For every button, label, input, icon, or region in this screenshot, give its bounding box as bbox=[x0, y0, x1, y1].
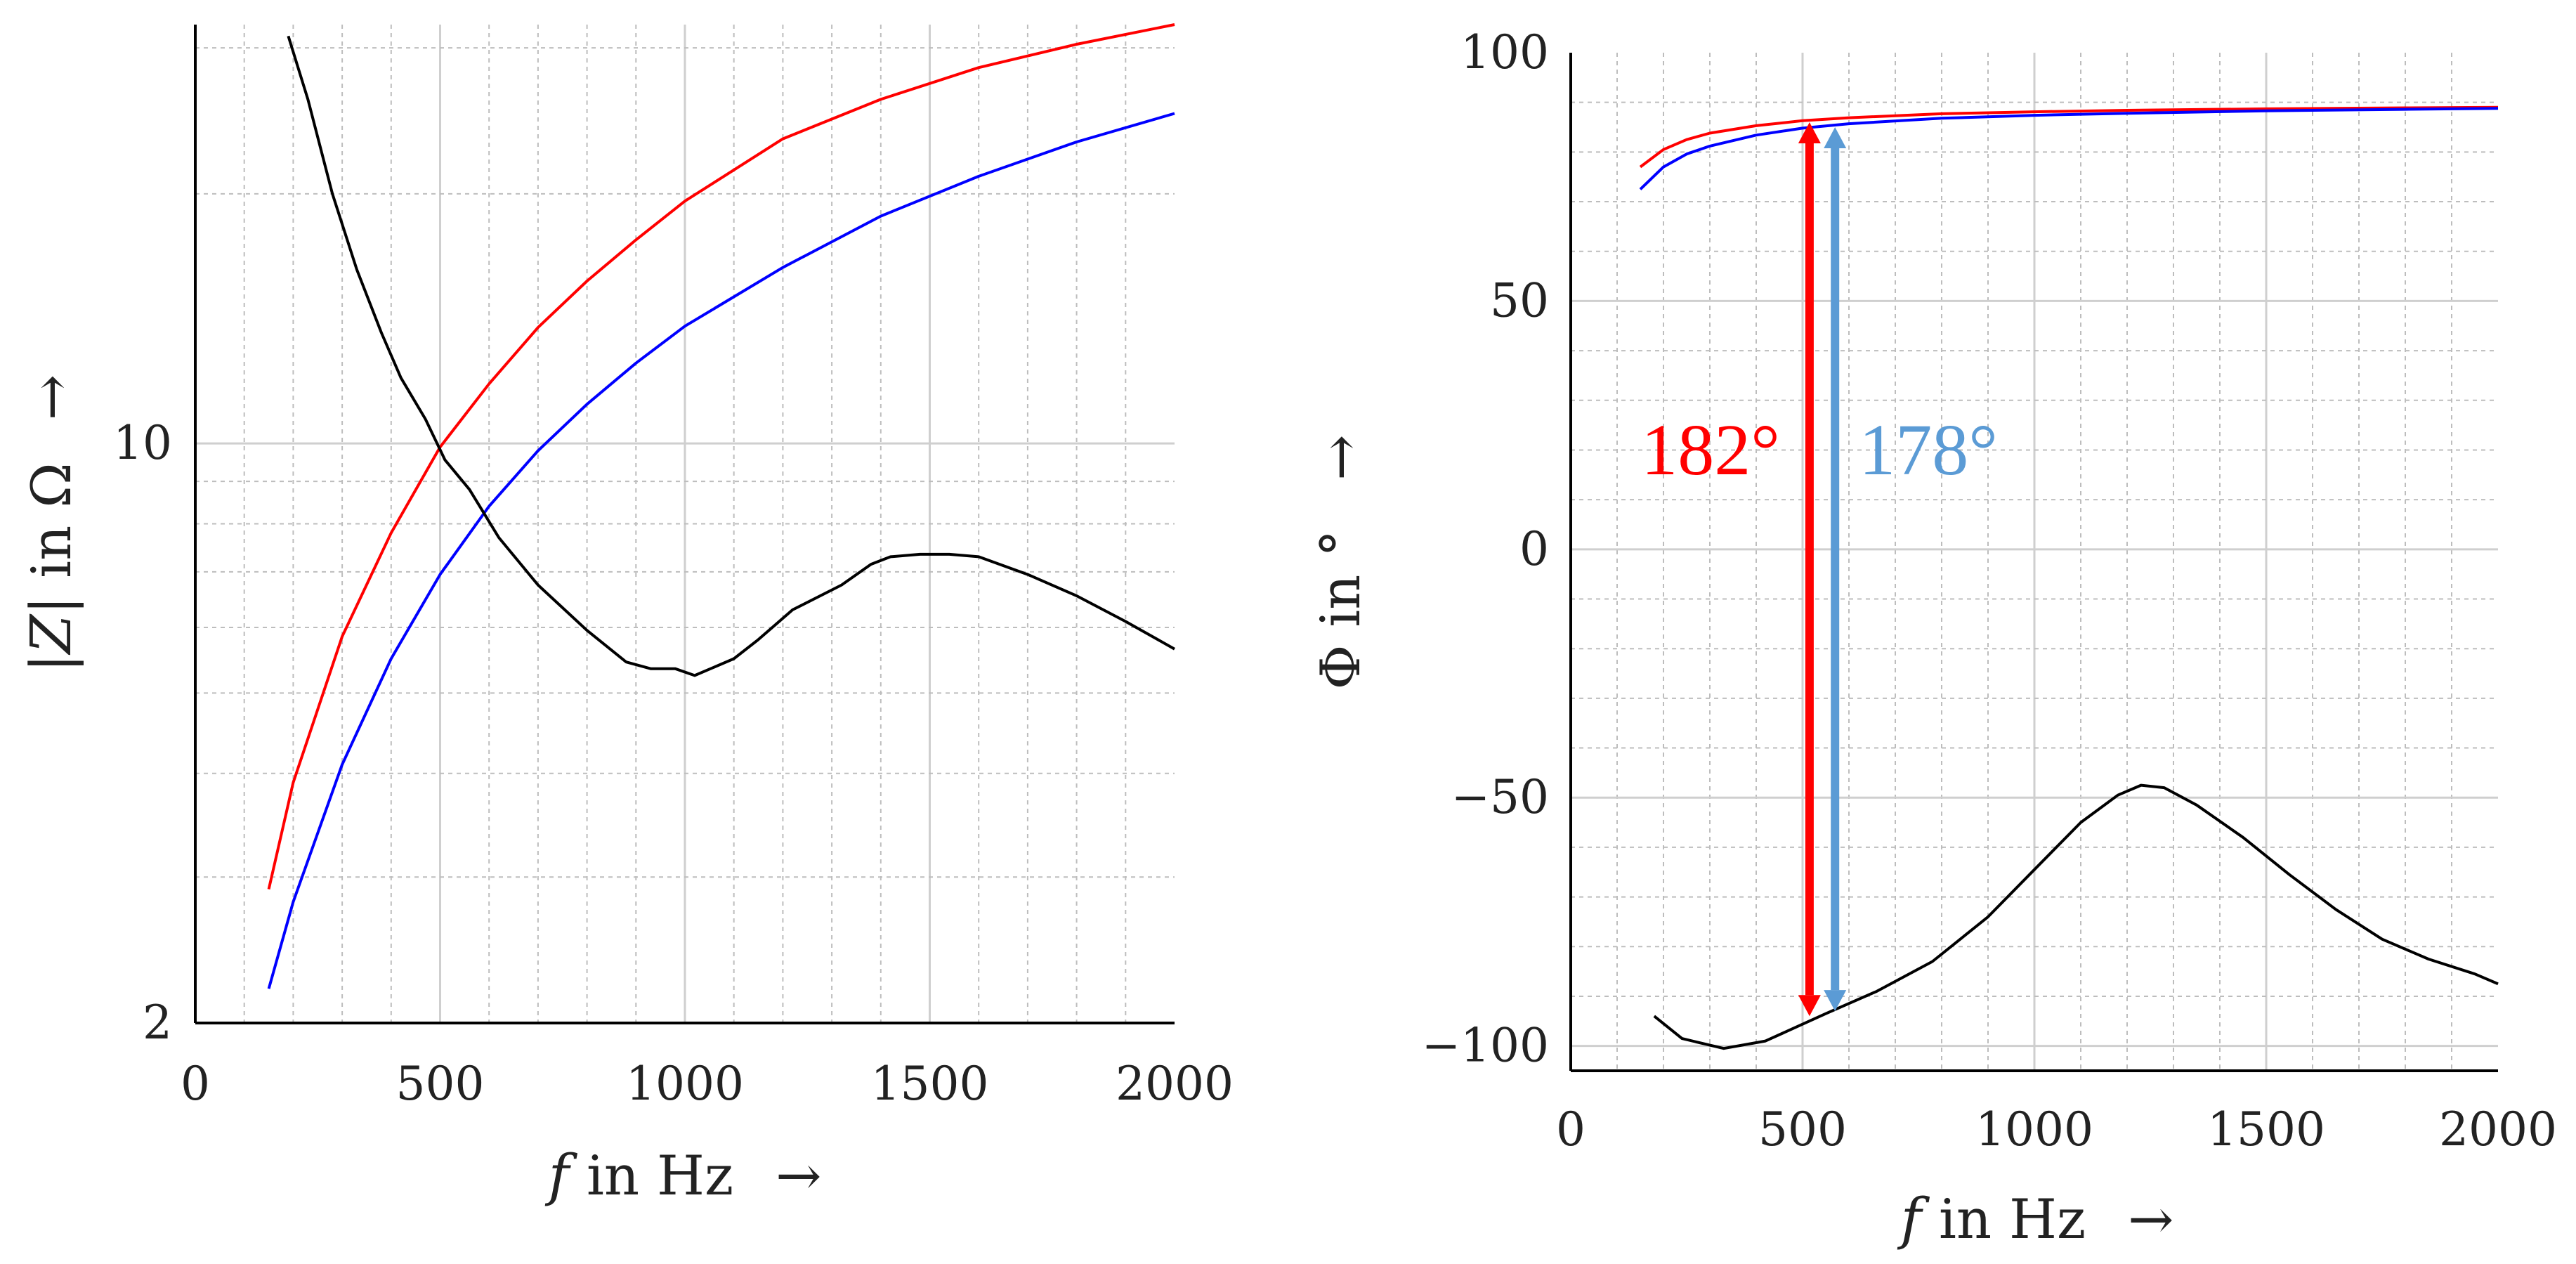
left-x-tick-label: 0 bbox=[181, 1057, 210, 1111]
left-x-tick-label: 1000 bbox=[626, 1057, 744, 1111]
left-series-black-line bbox=[287, 35, 1175, 677]
right-x-tick-labels: 0 500 1000 1500 2000 bbox=[1556, 1102, 2557, 1157]
left-series-group bbox=[267, 23, 1175, 989]
impedance-phase-plot: 182° 178° 0 500 1000 1500 2000 −100−50050100 … bbox=[1309, 25, 2557, 1251]
left-x-axis-label: f in Hz → bbox=[545, 1142, 822, 1208]
left-x-tick-label: 1500 bbox=[871, 1057, 989, 1111]
right-y-axis-label: Φ in °→ bbox=[1309, 434, 1373, 689]
left-x-tick-label: 2000 bbox=[1116, 1057, 1234, 1111]
phase-arrow-1-head-top bbox=[1824, 127, 1847, 149]
phase-difference-label-0: 182° bbox=[1641, 410, 1780, 490]
left-x-tick-labels: 0 500 1000 1500 2000 bbox=[181, 1057, 1234, 1111]
phase-arrow-0-head-top bbox=[1798, 122, 1821, 143]
phase-difference-label-1: 178° bbox=[1859, 410, 1998, 490]
phase-difference-annotations: 182° 178° bbox=[1641, 122, 1998, 1017]
right-y-tick-label: −50 bbox=[1451, 770, 1549, 824]
right-y-tick-label: −100 bbox=[1422, 1019, 1549, 1073]
impedance-magnitude-plot: 0 500 1000 1500 2000 2 10 f in Hz → |Z| in Ω→ bbox=[18, 23, 1234, 1208]
left-y-tick-label: 10 bbox=[113, 416, 172, 470]
left-series-red-line bbox=[267, 23, 1175, 890]
left-grid bbox=[195, 25, 1175, 1023]
right-x-axis-label: f in Hz → bbox=[1897, 1186, 2174, 1251]
right-x-tick-label: 500 bbox=[1758, 1102, 1847, 1157]
phase-arrow-0-head-bottom bbox=[1798, 995, 1821, 1017]
right-y-tick-labels: −100 −50 0 50 100 bbox=[1422, 25, 1549, 1073]
right-x-tick-label: 1000 bbox=[1975, 1102, 2093, 1157]
phase-arrow-1-head-bottom bbox=[1824, 990, 1847, 1012]
left-y-tick-labels: 2 10 bbox=[113, 416, 172, 1050]
right-series-black-line bbox=[1653, 783, 2499, 1050]
left-y-tick-label: 2 bbox=[143, 996, 172, 1050]
right-x-tick-label: 1500 bbox=[2207, 1102, 2325, 1157]
left-y-axis-label: |Z| in Ω→ bbox=[18, 374, 84, 672]
right-y-tick-label: 0 bbox=[1519, 522, 1549, 576]
right-y-tick-label: 50 bbox=[1490, 273, 1549, 327]
left-series-blue-line bbox=[267, 112, 1175, 989]
right-y-tick-label: 100 bbox=[1460, 25, 1549, 79]
right-series-group bbox=[1639, 105, 2499, 1050]
right-x-tick-label: 2000 bbox=[2439, 1102, 2557, 1157]
left-x-tick-label: 500 bbox=[396, 1057, 485, 1111]
right-series-red-line bbox=[1639, 105, 2499, 169]
right-x-tick-label: 0 bbox=[1556, 1102, 1586, 1157]
right-series-blue-line bbox=[1639, 107, 2499, 190]
right-grid bbox=[1571, 53, 2498, 1071]
